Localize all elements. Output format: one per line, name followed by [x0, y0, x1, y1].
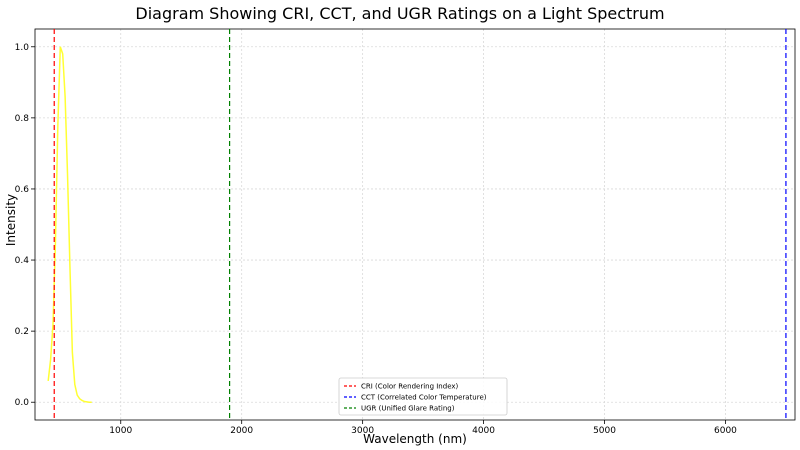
x-tick-label-1: 2000: [230, 426, 253, 436]
plot-frame: [34, 28, 796, 421]
x-tick-label-2: 3000: [351, 426, 374, 436]
y-tick-label-2: 0.4: [15, 256, 30, 266]
legend-label-2: UGR (Unified Glare Rating): [361, 405, 455, 413]
y-tick-label-4: 0.8: [15, 114, 30, 124]
chart-title: Diagram Showing CRI, CCT, and UGR Rating…: [135, 4, 664, 23]
spectrum-line: [47, 46, 92, 403]
x-tick-label-4: 5000: [593, 426, 616, 436]
x-tick-label-3: 4000: [472, 426, 495, 436]
y-tick-label-5: 1.0: [15, 43, 30, 53]
vline-layer: [53, 29, 787, 420]
y-axis-label: Intensity: [4, 194, 18, 246]
legend: CRI (Color Rendering Index) CCT (Correlat…: [338, 377, 508, 416]
x-tick-label-5: 6000: [714, 426, 737, 436]
series-layer: [47, 46, 92, 403]
y-tick-label-1: 0.2: [15, 327, 29, 337]
axes-layer: 1000 2000 3000 4000 5000 6000 0.0 0.2 0.4 0.6 0.8 1…: [15, 28, 796, 436]
legend-label-0: CRI (Color Rendering Index): [361, 383, 459, 391]
legend-box: [338, 377, 508, 416]
x-axis-label: Wavelength (nm): [363, 432, 467, 446]
legend-label-1: CCT (Correlated Color Temperature): [361, 394, 487, 402]
grid-layer: [35, 29, 795, 420]
x-tick-label-0: 1000: [109, 426, 132, 436]
y-tick-label-0: 0.0: [15, 398, 30, 408]
y-tick-label-3: 0.6: [15, 185, 30, 195]
